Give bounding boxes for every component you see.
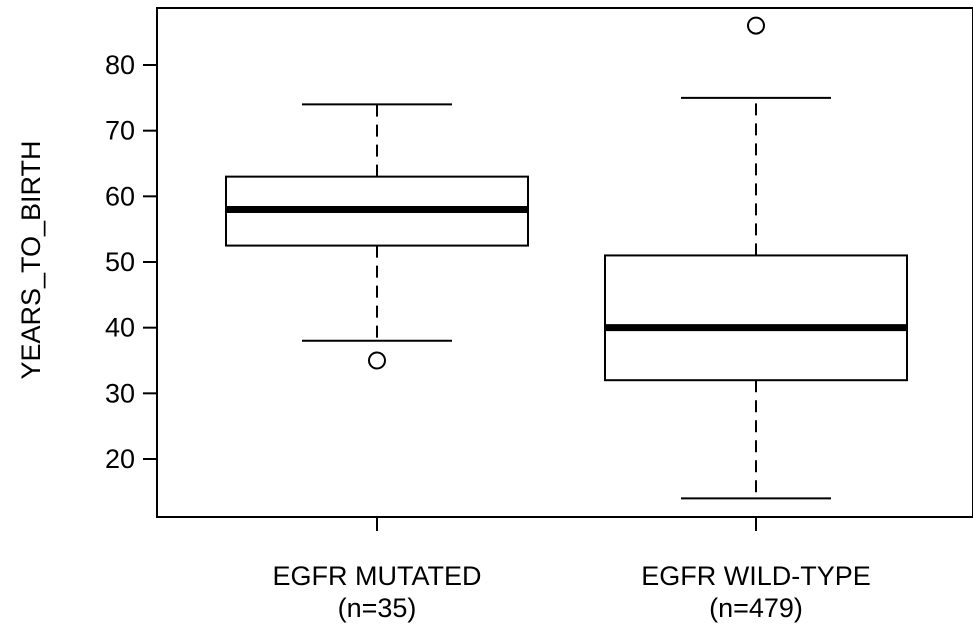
y-tick-label: 40 bbox=[105, 313, 135, 343]
x-category-count: (n=479) bbox=[709, 593, 803, 623]
box-group bbox=[225, 103, 529, 370]
outlier-point bbox=[747, 16, 765, 35]
x-category-count: (n=35) bbox=[338, 593, 417, 623]
y-axis-label: YEARS_TO_BIRTH bbox=[16, 140, 46, 379]
y-tick-label: 80 bbox=[105, 50, 135, 80]
y-tick-label: 20 bbox=[105, 444, 135, 474]
y-tick-label: 60 bbox=[105, 181, 135, 211]
x-category-label: EGFR MUTATED bbox=[273, 561, 482, 591]
outlier-point bbox=[368, 351, 386, 370]
iqr-box bbox=[604, 254, 908, 382]
y-tick-label: 30 bbox=[105, 378, 135, 408]
x-category-label: EGFR WILD-TYPE bbox=[641, 561, 871, 591]
boxes bbox=[225, 16, 908, 500]
y-axis: 20 30 40 50 60 70 80 bbox=[105, 50, 157, 474]
y-tick-label: 50 bbox=[105, 247, 135, 277]
y-tick-label: 70 bbox=[105, 116, 135, 146]
x-axis: EGFR MUTATED(n=35) EGFR WILD-TYPE(n=479) bbox=[273, 517, 871, 623]
box-group bbox=[604, 16, 908, 500]
